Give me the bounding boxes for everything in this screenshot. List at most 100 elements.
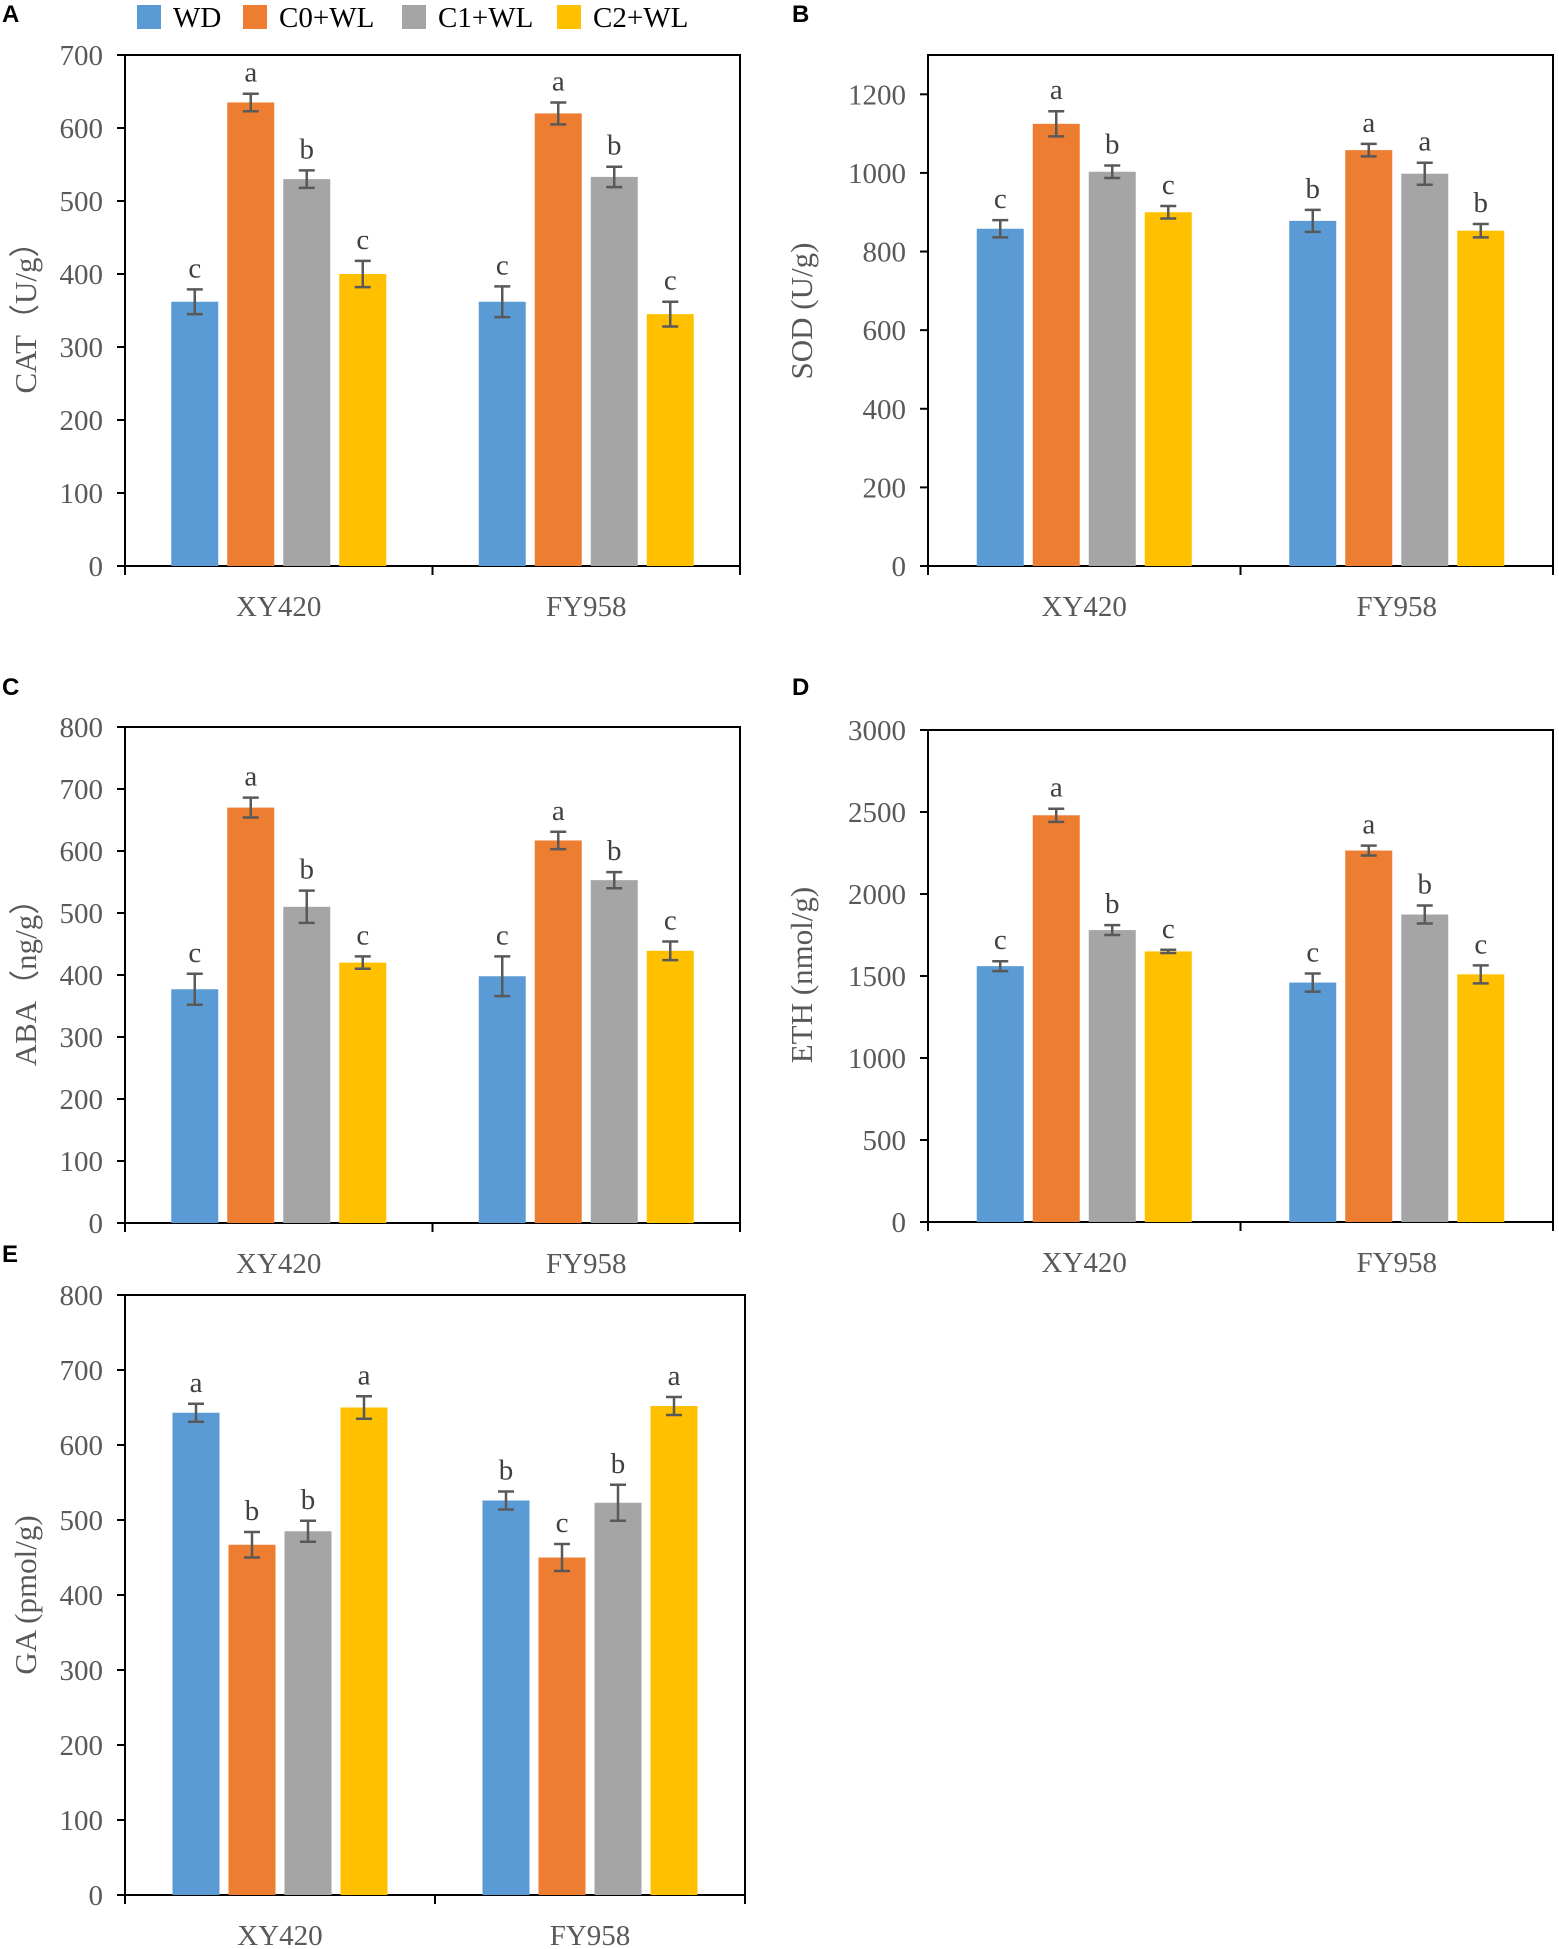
y-tick-label: 2000	[848, 879, 906, 911]
significance-letter: b	[1418, 868, 1433, 900]
panel-letter: E	[2, 1241, 18, 1268]
y-tick-label: 100	[60, 478, 104, 510]
x-category-label: FY958	[1356, 591, 1437, 623]
significance-letter: b	[300, 133, 315, 165]
significance-letter: c	[188, 937, 201, 969]
legend-label: C2+WL	[593, 2, 688, 34]
significance-letter: a	[244, 761, 257, 793]
y-axis-title: CAT（U/g）	[8, 226, 43, 393]
significance-letter: c	[994, 924, 1007, 956]
significance-letter: a	[244, 57, 257, 89]
bar-wd-fy958	[478, 976, 526, 1223]
y-tick-label: 700	[60, 40, 104, 72]
y-tick-label: 0	[89, 1880, 104, 1912]
y-tick-label: 3000	[848, 715, 906, 747]
bar-wd-xy420	[171, 301, 219, 566]
y-tick-label: 300	[60, 332, 104, 364]
x-category-label: FY958	[546, 1248, 627, 1280]
bar-c0-wl-fy958	[534, 113, 582, 567]
y-tick-label: 100	[60, 1146, 104, 1178]
y-tick-label: 400	[863, 394, 907, 426]
y-tick-label: 1000	[848, 1043, 906, 1075]
bar-c1-wl-fy958	[590, 176, 638, 566]
bar-c2-wl-xy420	[339, 962, 387, 1223]
bar-c0-wl-fy958	[1345, 850, 1393, 1222]
significance-letter: a	[552, 65, 565, 97]
y-tick-label: 600	[60, 1430, 104, 1462]
legend-label: C1+WL	[438, 2, 533, 34]
bar-c0-wl-xy420	[227, 102, 275, 566]
y-tick-label: 1000	[848, 158, 906, 190]
legend-swatch-wd	[137, 5, 161, 29]
significance-letter: c	[1162, 169, 1175, 201]
legend-label: C0+WL	[279, 2, 374, 34]
significance-letter: a	[1362, 809, 1375, 841]
bar-c1-wl-fy958	[594, 1502, 642, 1895]
bar-c0-wl-xy420	[1032, 123, 1080, 567]
bar-c1-wl-xy420	[284, 1531, 332, 1895]
panel-letter: B	[792, 1, 809, 28]
bar-c1-wl-fy958	[590, 880, 638, 1223]
significance-letter: b	[245, 1495, 260, 1527]
significance-letter: a	[1362, 107, 1375, 139]
bar-wd-fy958	[478, 301, 526, 566]
bar-c1-wl-xy420	[1088, 171, 1136, 567]
x-category-label: XY420	[236, 1248, 321, 1280]
y-tick-label: 400	[60, 259, 104, 291]
panel-c: C 0 100 200 300 400 500 600 700 800 XY420 FY958 ABA（…	[2, 674, 741, 1280]
significance-letter: b	[499, 1455, 514, 1487]
significance-letter: a	[1418, 126, 1431, 158]
significance-letter: b	[1306, 173, 1321, 205]
legend: WD C0+WL C1+WL C2+WL	[137, 2, 688, 34]
y-tick-label: 2500	[848, 797, 906, 829]
significance-letter: a	[1050, 74, 1063, 106]
y-tick-label: 200	[60, 405, 104, 437]
bar-c0-wl-xy420	[228, 1544, 276, 1895]
y-tick-label: 300	[60, 1022, 104, 1054]
y-tick-label: 800	[60, 1280, 104, 1312]
y-tick-label: 0	[892, 1207, 907, 1239]
bar-c2-wl-xy420	[340, 1407, 388, 1895]
bar-wd-xy420	[171, 989, 219, 1223]
significance-letter: b	[1474, 187, 1489, 219]
bar-c2-wl-xy420	[339, 274, 387, 566]
bar-c2-wl-xy420	[1144, 212, 1192, 566]
y-tick-label: 500	[60, 186, 104, 218]
significance-letter: b	[301, 1484, 316, 1516]
panel-d: D 0 500 1000 1500 2000 2500 3000 XY420 FY958 ETH (…	[784, 674, 1554, 1279]
x-category-label: XY420	[1042, 1247, 1127, 1279]
bar-wd-xy420	[172, 1412, 220, 1895]
bar-c2-wl-fy958	[646, 314, 694, 566]
y-tick-label: 800	[60, 712, 104, 744]
significance-letter: c	[1474, 928, 1487, 960]
bar-wd-fy958	[1289, 982, 1337, 1222]
significance-letter: c	[188, 252, 201, 284]
y-axis-title: SOD (U/g)	[784, 243, 819, 380]
bar-wd-fy958	[482, 1500, 530, 1895]
significance-letter: a	[358, 1359, 371, 1391]
y-tick-label: 600	[60, 113, 104, 145]
bar-c0-wl-fy958	[1345, 150, 1393, 566]
bar-wd-xy420	[976, 228, 1024, 567]
bar-c1-wl-xy420	[1088, 930, 1136, 1222]
legend-swatch-c0-wl	[243, 5, 267, 29]
y-tick-label: 0	[892, 551, 907, 583]
significance-letter: a	[190, 1367, 203, 1399]
bar-c0-wl-fy958	[534, 840, 582, 1223]
bar-c2-wl-fy958	[646, 950, 694, 1223]
bar-c1-wl-fy958	[1401, 914, 1449, 1222]
bar-c1-wl-xy420	[283, 179, 331, 566]
panel-e: E 0 100 200 300 400 500 600 700 800 XY420 FY958 GA (…	[2, 1241, 746, 1949]
y-axis-title: GA (pmol/g)	[8, 1515, 43, 1674]
panel-letter: D	[792, 674, 809, 701]
significance-letter: b	[1105, 128, 1120, 160]
bar-c1-wl-xy420	[283, 906, 331, 1223]
y-tick-label: 500	[863, 1125, 907, 1157]
bar-c2-wl-fy958	[650, 1406, 698, 1895]
significance-letter: b	[607, 130, 622, 162]
significance-letter: c	[1306, 937, 1319, 969]
significance-letter: c	[994, 183, 1007, 215]
y-tick-label: 600	[863, 315, 907, 347]
